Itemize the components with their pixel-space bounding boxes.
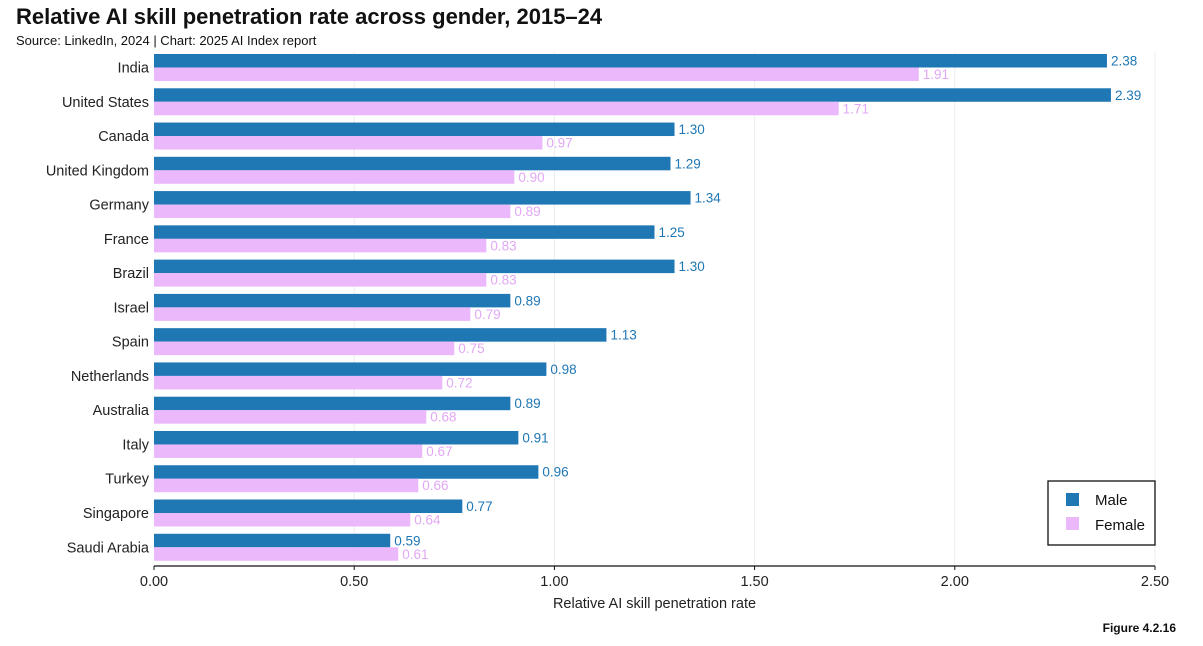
- value-label-female: 0.75: [458, 341, 484, 356]
- bar-female: [154, 273, 487, 287]
- bar-male: [154, 293, 511, 308]
- x-axis-ticks: 0.00 0.50 1.00 1.50 2.00 2.50: [140, 566, 1169, 590]
- value-label-female: 0.89: [514, 204, 540, 219]
- value-label-male: 0.96: [542, 465, 568, 480]
- bar-male: [154, 499, 463, 514]
- value-label-male: 1.29: [675, 156, 701, 171]
- legend-swatch-male: [1066, 493, 1079, 506]
- value-label-male: 0.89: [514, 396, 540, 411]
- x-tick-label: 2.00: [941, 574, 969, 590]
- figure-label: Figure 4.2.16: [1102, 621, 1176, 635]
- category-label: Turkey: [105, 472, 150, 488]
- value-label-female: 0.83: [490, 273, 516, 288]
- value-label-female: 0.67: [426, 444, 452, 459]
- category-label: France: [104, 232, 149, 248]
- category-label: Singapore: [83, 506, 149, 522]
- bar-female: [154, 375, 443, 390]
- value-label-female: 0.68: [430, 410, 456, 425]
- legend-label-male: Male: [1095, 492, 1128, 509]
- value-label-female: 1.91: [923, 67, 949, 82]
- category-label: Netherlands: [71, 369, 149, 385]
- category-labels: India United States Canada United Kingdom Ge…: [46, 61, 150, 557]
- value-label-male: 1.13: [610, 328, 636, 343]
- value-label-female: 0.90: [518, 170, 544, 185]
- value-label-female: 0.61: [402, 547, 428, 562]
- value-label-female: 0.64: [414, 513, 441, 528]
- bars: [154, 54, 1111, 561]
- value-label-female: 0.66: [422, 478, 448, 493]
- bar-male: [154, 191, 691, 205]
- category-label: Saudi Arabia: [67, 540, 150, 556]
- bar-female: [154, 513, 411, 527]
- category-label: India: [118, 61, 150, 77]
- bar-male: [154, 259, 675, 274]
- bar-female: [154, 204, 511, 219]
- category-label: Spain: [112, 335, 149, 351]
- bar-female: [154, 307, 471, 321]
- value-labels: 2.38 1.91 2.39 1.71 1.30 0.97 1.29 0.90 1.34 0.89…: [394, 54, 1141, 562]
- bar-female: [154, 101, 839, 116]
- bar-male: [154, 396, 511, 411]
- value-label-female: 0.83: [490, 238, 516, 253]
- bar-male: [154, 533, 391, 548]
- value-label-male: 1.30: [679, 122, 705, 137]
- category-label: Italy: [122, 437, 149, 453]
- chart-subtitle: Source: LinkedIn, 2024 | Chart: 2025 AI …: [16, 33, 317, 48]
- bar-female: [154, 444, 423, 458]
- category-label: Australia: [93, 403, 150, 419]
- bar-male: [154, 465, 539, 479]
- value-label-male: 0.77: [466, 499, 492, 514]
- bar-female: [154, 67, 919, 81]
- x-tick-label: 0.00: [140, 574, 168, 590]
- bar-female: [154, 136, 543, 150]
- x-tick-label: 0.50: [340, 574, 368, 590]
- value-label-male: 0.59: [394, 533, 420, 548]
- category-label: Israel: [114, 300, 149, 316]
- category-label: United Kingdom: [46, 163, 149, 179]
- bar-male: [154, 362, 547, 376]
- bar-female: [154, 547, 399, 561]
- bar-female: [154, 170, 515, 184]
- x-tick-label: 1.00: [540, 574, 568, 590]
- bar-female: [154, 341, 455, 356]
- category-label: Canada: [98, 129, 150, 145]
- legend: Male Female: [1047, 480, 1156, 546]
- value-label-male: 0.98: [550, 362, 576, 377]
- value-label-male: 1.34: [695, 191, 722, 206]
- legend-box: [1047, 480, 1156, 546]
- x-tick-label: 2.50: [1141, 574, 1169, 590]
- bar-male: [154, 156, 671, 171]
- category-label: United States: [62, 95, 149, 111]
- bar-male: [154, 88, 1111, 102]
- value-label-male: 1.25: [659, 225, 685, 240]
- legend-swatch-female: [1066, 517, 1079, 530]
- value-label-female: 0.79: [474, 307, 500, 322]
- value-label-female: 0.97: [546, 136, 572, 151]
- value-label-male: 2.38: [1111, 54, 1137, 69]
- value-label-male: 0.91: [522, 430, 548, 445]
- bar-male: [154, 225, 655, 239]
- bar-male: [154, 122, 675, 137]
- bar-male: [154, 328, 607, 342]
- bar-female: [154, 410, 427, 424]
- value-label-female: 0.72: [446, 375, 472, 390]
- bar-male: [154, 54, 1107, 68]
- value-label-male: 1.30: [679, 259, 705, 274]
- category-label: Brazil: [113, 266, 149, 282]
- chart-title: Relative AI skill penetration rate acros…: [16, 4, 603, 29]
- value-label-male: 2.39: [1115, 88, 1141, 103]
- value-label-female: 1.71: [843, 101, 869, 116]
- bar-female: [154, 238, 487, 253]
- bar-female: [154, 478, 419, 493]
- x-tick-label: 1.50: [740, 574, 768, 590]
- legend-label-female: Female: [1095, 517, 1145, 534]
- category-label: Germany: [89, 198, 149, 214]
- x-axis-title: Relative AI skill penetration rate: [553, 596, 756, 612]
- bar-male: [154, 430, 519, 445]
- value-label-male: 0.89: [514, 293, 540, 308]
